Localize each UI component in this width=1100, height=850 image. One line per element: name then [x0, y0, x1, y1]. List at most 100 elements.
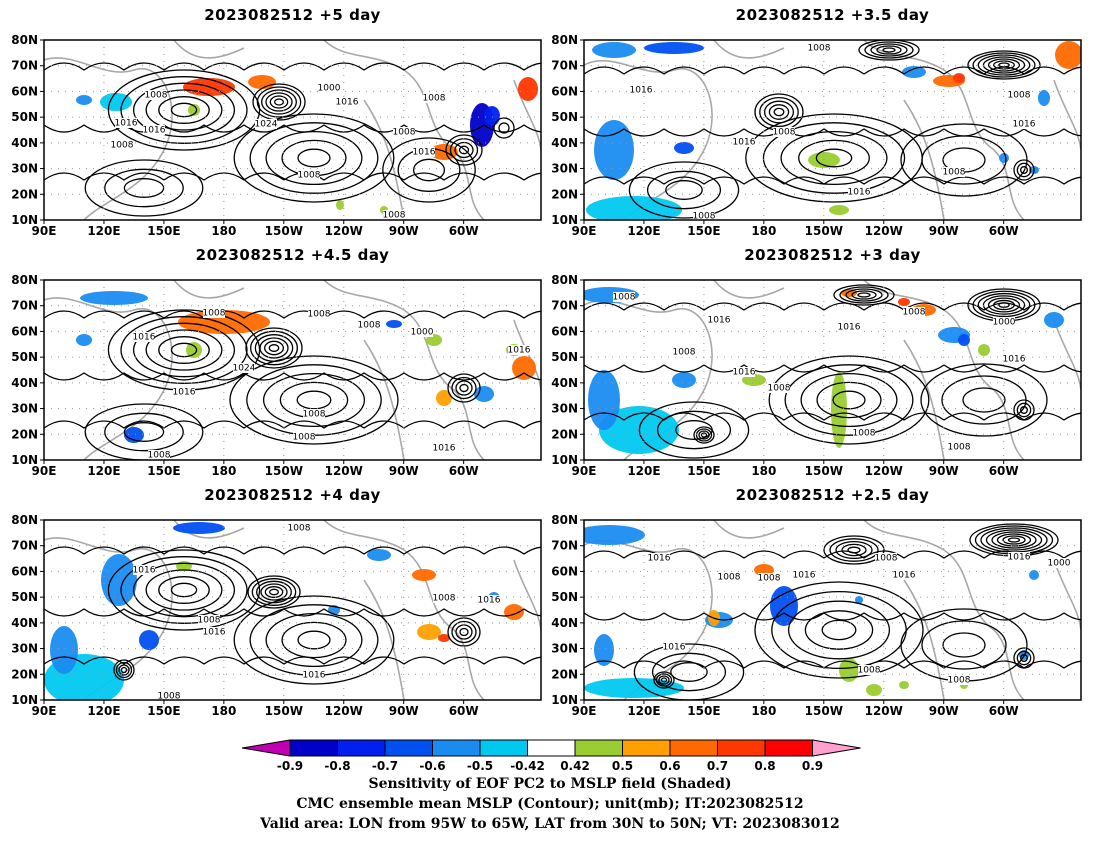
isobar [921, 620, 1007, 670]
contour-label: 1000 [318, 84, 341, 94]
lat-tick-label: 10N [11, 693, 38, 707]
isobar [584, 66, 1081, 75]
panel-frame [43, 519, 542, 701]
lon-tick-label: 60W [989, 464, 1019, 478]
isobar [260, 583, 288, 601]
panel-title-3: 2023082512 +4.5 day [195, 246, 390, 264]
isobar [132, 322, 236, 378]
isobar [84, 403, 204, 460]
isobar [445, 134, 483, 166]
lon-tick-label: 60W [449, 464, 479, 478]
coastline [713, 280, 785, 299]
lon-tick-label: 90E [572, 464, 597, 478]
lon-tick-label: 60W [989, 224, 1019, 238]
isobar [584, 302, 1081, 311]
sensitivity-shade [672, 372, 696, 388]
contour-label: 1008 [288, 524, 311, 534]
isobar [493, 117, 515, 139]
lat-tick-label: 30N [551, 642, 578, 656]
isobar [670, 662, 708, 682]
isobar [113, 659, 135, 681]
isobar [104, 168, 184, 208]
caption-line-2: CMC ensemble mean MSLP (Contour); unit(m… [296, 796, 804, 812]
isobar [120, 666, 128, 674]
isobar [44, 608, 541, 617]
isobar [254, 334, 294, 362]
lon-tick-label: 150E [687, 464, 720, 478]
isobar [123, 422, 165, 442]
isobar [762, 122, 906, 194]
lon-tick-label: 150W [805, 704, 843, 718]
sensitivity-shade [518, 77, 538, 101]
contour-label: 1016 [173, 388, 196, 398]
coastline [903, 99, 945, 220]
contour-label: 1016 [478, 596, 501, 606]
colorbar-tick-label: 0.9 [802, 759, 823, 773]
sensitivity-shade [474, 386, 494, 402]
lat-tick-label: 20N [11, 427, 38, 441]
lon-tick-label: 180 [211, 224, 236, 238]
lon-tick-label: 120W [865, 224, 903, 238]
isobar [1013, 159, 1035, 181]
contour-label: 1016 [508, 346, 531, 356]
isobar [158, 576, 210, 604]
panel-title-5: 2023082512 +4 day [204, 486, 381, 504]
lat-tick-label: 40N [11, 376, 38, 390]
lon-tick-label: 90W [389, 224, 419, 238]
lon-tick-label: 180 [751, 224, 776, 238]
coastline [323, 280, 485, 460]
lon-tick-label: 90W [389, 704, 419, 718]
coastline [713, 40, 785, 59]
sensitivity-shade [1038, 90, 1050, 106]
coastline [863, 40, 1025, 220]
contour-label: 1016 [1003, 355, 1026, 365]
isobar [268, 344, 280, 352]
sensitivity-shade [1055, 41, 1081, 69]
contour-label: 1024 [255, 120, 278, 130]
isobar [1020, 654, 1028, 662]
sensitivity-shade [367, 549, 391, 561]
contour-label: 1008 [433, 594, 456, 604]
isobar [987, 297, 1021, 313]
colorbar-swatch [669, 739, 718, 757]
isobar [256, 580, 292, 604]
isobar [145, 89, 223, 131]
sensitivity-shade [386, 320, 402, 328]
map-panel-5: 1008 1016 1008 1016 1016 1008 1016 1008 80N 70N 60… [11, 513, 542, 718]
lon-tick-label: 120E [87, 224, 120, 238]
sensitivity-shade [101, 554, 137, 606]
isobar [107, 69, 261, 151]
contour-label: 1008 [948, 676, 971, 686]
contour-label: 1000 [993, 318, 1016, 328]
isobar [251, 578, 297, 606]
contour-label: 1008 [773, 128, 796, 138]
sensitivity-shade [1044, 312, 1064, 328]
sensitivity-shade [173, 522, 225, 534]
isobar [633, 643, 745, 700]
isobar [115, 661, 133, 679]
sensitivity-shade [958, 334, 970, 346]
sensitivity-shade [124, 427, 144, 443]
isobar [646, 170, 722, 210]
lon-tick-label: 150W [265, 464, 303, 478]
isobar [451, 376, 477, 400]
lat-tick-label: 80N [11, 273, 38, 287]
isobar [876, 45, 902, 55]
panel-frame [43, 279, 542, 461]
isobar [264, 340, 284, 356]
contour-label: 1016 [133, 566, 156, 576]
contour-label: 1008 [903, 308, 926, 318]
sensitivity-shade [829, 205, 849, 215]
lon-tick-label: 180 [751, 704, 776, 718]
lat-tick-label: 70N [551, 59, 578, 73]
isobar [250, 330, 298, 366]
contour-label: 1008 [718, 573, 741, 583]
isobar [458, 145, 470, 155]
contour-label: 1008 [948, 443, 971, 453]
isobar [656, 410, 732, 450]
colorbar-arrow-left [241, 739, 291, 757]
lat-tick-label: 40N [551, 136, 578, 150]
isobar [815, 148, 853, 168]
contour-label: 1008 [693, 212, 716, 222]
lon-tick-label: 120E [87, 704, 120, 718]
